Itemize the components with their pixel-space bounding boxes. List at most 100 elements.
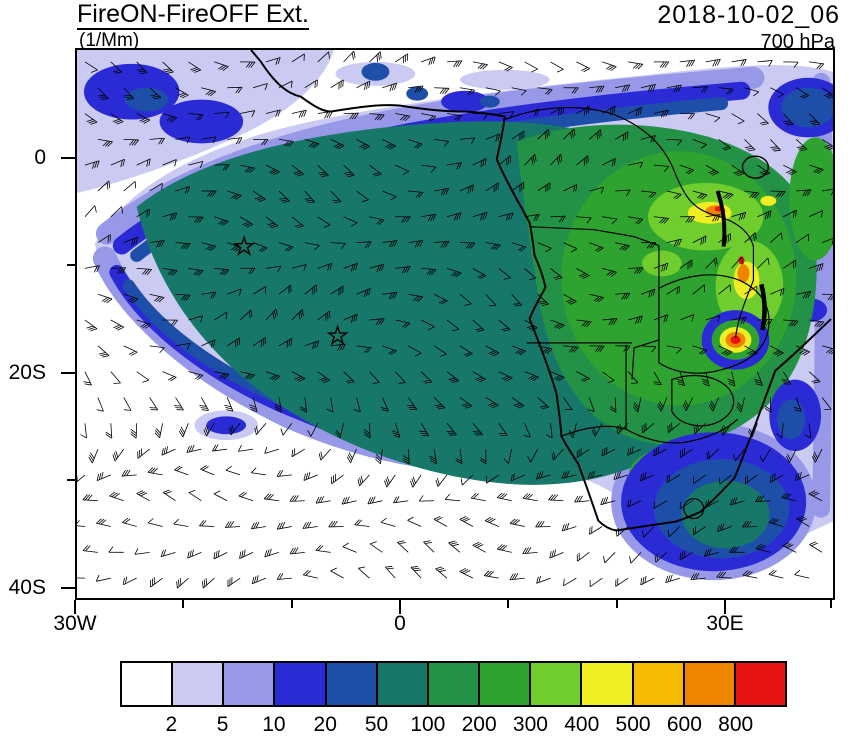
colorbar-tick-label: 800 bbox=[718, 713, 754, 736]
wind-barb bbox=[317, 371, 330, 383]
wind-barb bbox=[666, 138, 683, 146]
wind-barb bbox=[369, 51, 382, 63]
wind-barb bbox=[480, 449, 487, 465]
wind-barb bbox=[754, 371, 763, 387]
wind-barb bbox=[95, 574, 111, 582]
fill-teal-southafrica bbox=[681, 480, 770, 549]
wind-barb bbox=[717, 523, 732, 532]
wind-barb bbox=[435, 566, 448, 579]
wind-barb bbox=[280, 423, 293, 436]
wind-barb bbox=[783, 61, 799, 68]
wind-barb bbox=[680, 447, 693, 458]
wind-barb bbox=[576, 319, 592, 328]
wind-barb bbox=[343, 216, 358, 227]
wind-barb bbox=[524, 61, 538, 73]
wind-barbs bbox=[77, 50, 833, 589]
wind-barb bbox=[653, 371, 662, 385]
wind-barb bbox=[173, 397, 184, 411]
map-frame bbox=[75, 48, 835, 600]
wind-barb bbox=[317, 310, 331, 321]
wind-barb bbox=[718, 139, 731, 151]
wind-barb bbox=[391, 423, 401, 438]
wind-barb bbox=[755, 543, 771, 553]
wind-barb bbox=[407, 397, 418, 410]
colorbar-tick-label: 200 bbox=[461, 713, 497, 736]
wind-barb bbox=[472, 113, 489, 120]
wind-barb bbox=[137, 448, 150, 459]
wind-barb bbox=[203, 423, 215, 437]
colorbar-cell bbox=[531, 663, 583, 705]
wind-barb bbox=[395, 216, 411, 223]
wind-barb bbox=[472, 157, 487, 168]
wind-barb bbox=[472, 268, 487, 279]
wind-barb bbox=[83, 371, 92, 386]
wind-barb bbox=[369, 318, 385, 326]
wind-barb bbox=[291, 216, 304, 229]
wind-barb bbox=[794, 471, 810, 481]
wind-barb bbox=[589, 129, 602, 140]
wind-barb bbox=[274, 397, 283, 413]
fill-navy-spot-3 bbox=[479, 95, 500, 108]
wind-barb bbox=[253, 138, 269, 146]
wind-barb bbox=[110, 319, 125, 331]
wind-barb bbox=[628, 61, 644, 70]
wind-barb bbox=[527, 448, 538, 463]
wind-barb bbox=[472, 319, 485, 332]
wind-barb bbox=[563, 87, 579, 94]
wind-barb bbox=[589, 85, 605, 93]
wind-barb bbox=[160, 549, 176, 557]
wind-barb bbox=[408, 190, 424, 198]
wind-barb bbox=[187, 549, 202, 559]
wind-barb bbox=[433, 397, 446, 410]
wind-barb bbox=[239, 309, 253, 321]
wind-barb bbox=[110, 158, 125, 168]
wind-barb bbox=[252, 286, 267, 295]
wind-barb bbox=[795, 233, 809, 243]
fill-blue-gulf bbox=[441, 90, 489, 113]
wind-barb bbox=[82, 545, 98, 553]
wind-barb bbox=[627, 446, 642, 456]
wind-barb bbox=[304, 284, 318, 295]
wind-barb bbox=[384, 474, 396, 488]
wind-barb bbox=[654, 552, 668, 563]
wind-barb bbox=[240, 164, 256, 174]
wind-barb bbox=[666, 285, 680, 295]
wind-barb bbox=[289, 547, 305, 555]
wind-barb bbox=[682, 397, 694, 412]
wind-barb bbox=[249, 397, 258, 413]
wind-barb bbox=[188, 61, 202, 73]
wind-barb bbox=[498, 423, 508, 436]
wind-barb bbox=[796, 189, 812, 197]
wind-barb bbox=[821, 237, 833, 245]
wind-barb bbox=[136, 113, 151, 124]
wind-barb bbox=[80, 423, 87, 439]
wind-barb bbox=[615, 345, 631, 352]
wind-barb bbox=[821, 188, 833, 196]
wind-barb bbox=[484, 516, 499, 527]
wind-barb bbox=[808, 210, 824, 218]
wind-barb bbox=[304, 79, 318, 89]
plot-units-label: (1/Mm) bbox=[79, 30, 140, 51]
wind-barb bbox=[162, 212, 178, 221]
wind-barb bbox=[600, 496, 616, 506]
wind-barb bbox=[162, 371, 177, 382]
wind-barb bbox=[240, 267, 256, 275]
wind-barb bbox=[472, 371, 486, 383]
wind-barb bbox=[265, 164, 280, 176]
wind-barb bbox=[369, 371, 380, 384]
wind-barb bbox=[744, 474, 758, 485]
wind-barb bbox=[537, 182, 551, 193]
wind-barb bbox=[421, 56, 436, 66]
border-drc bbox=[504, 107, 755, 338]
wind-barb bbox=[358, 566, 370, 579]
wind-barb bbox=[175, 242, 191, 250]
wind-barb bbox=[459, 293, 472, 306]
wind-barb bbox=[755, 495, 771, 503]
wind-barb bbox=[239, 549, 254, 559]
wind-barb bbox=[175, 87, 189, 99]
wind-barb bbox=[563, 128, 576, 140]
wind-barb bbox=[175, 186, 191, 194]
fill-navy-mozambique bbox=[777, 399, 806, 440]
wind-barb bbox=[214, 371, 230, 380]
wind-barb bbox=[227, 577, 241, 588]
